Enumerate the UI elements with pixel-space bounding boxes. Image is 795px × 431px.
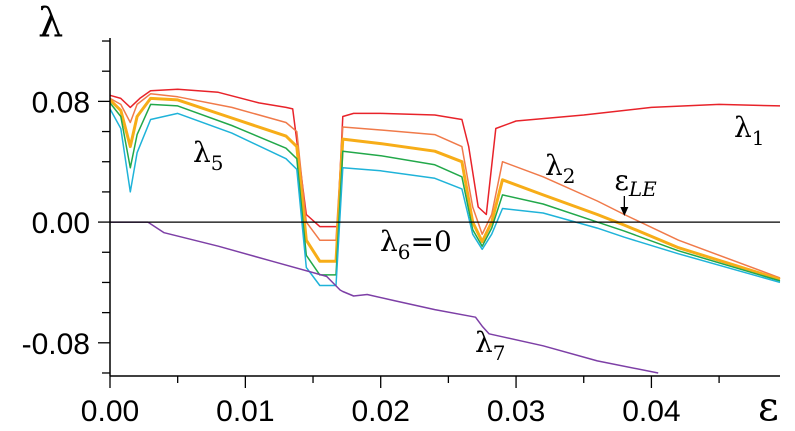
series-line-λ3: [108, 96, 781, 281]
axes-layer: -0.08 0.00 0.08 0.00 0.01 0.02 0.03 0.04: [22, 38, 780, 428]
label-lambda7: λ7: [475, 326, 505, 365]
curves-layer: [108, 88, 781, 374]
x-tick-label: 0.01: [216, 395, 274, 428]
x-axis-label: ε: [758, 384, 779, 430]
label-lambda1: λ1: [734, 111, 764, 150]
series-line-λ2: [109, 93, 781, 279]
series-line-λ4: [109, 102, 781, 282]
x-tick-label: 0.02: [352, 395, 410, 428]
label-lambda5: λ5: [193, 136, 223, 175]
label-lambda2: λ2: [545, 149, 575, 188]
series-line-λ7: [110, 221, 659, 374]
y-axis-label: λ: [38, 0, 63, 46]
x-tick-label: 0.03: [487, 395, 545, 428]
labels-layer: λ ε λ1 λ2 λ5 λ7 λ6=0 εLE: [38, 0, 779, 430]
x-tick-label: 0.00: [81, 395, 139, 428]
epsilon-le-arrow-head: [620, 207, 629, 216]
label-epsilon-le: εLE: [614, 164, 657, 201]
y-tick-label: -0.08: [22, 328, 90, 361]
series-line-λ5: [109, 108, 781, 287]
x-tick-label: 0.04: [622, 395, 680, 428]
y-tick-label: 0.00: [32, 207, 90, 240]
label-lambda6: λ6=0: [380, 225, 452, 264]
y-tick-label: 0.08: [32, 86, 90, 119]
